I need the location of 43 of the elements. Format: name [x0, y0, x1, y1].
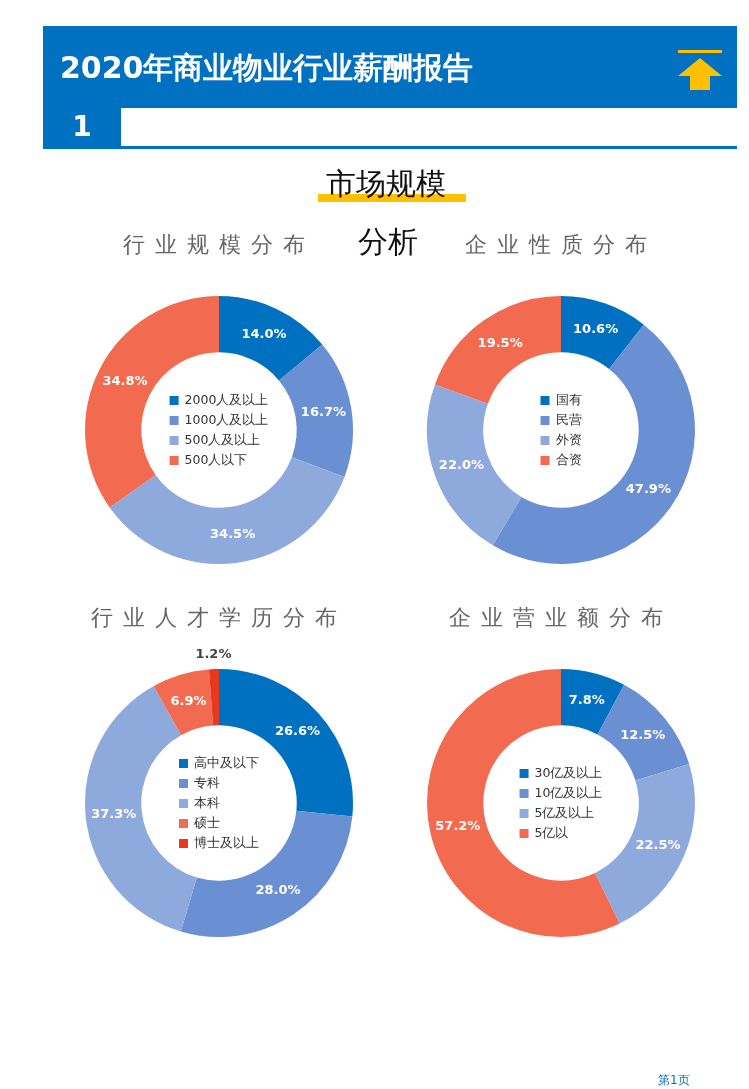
legend-label: 5亿及以上 [534, 804, 595, 822]
legend-label: 合资 [555, 451, 582, 469]
data-label: 19.5% [477, 334, 523, 350]
data-label: 1.2% [195, 646, 232, 662]
text: 2020年商业物业行业薪酬报告 [60, 49, 474, 87]
data-label: 57.2% [435, 818, 481, 834]
data-label: 12.5% [620, 727, 666, 743]
data-label: 14.0% [241, 325, 287, 341]
data-label: 34.5% [210, 526, 256, 542]
data-label: 47.9% [625, 481, 671, 497]
legend-label: 500人以下 [184, 451, 248, 469]
data-label: 16.7% [300, 403, 346, 419]
legend-label: 10亿及以上 [534, 784, 603, 802]
chart-title: 企业性质分布 [465, 232, 657, 257]
text: 1 [71, 110, 93, 143]
legend-label: 民营 [555, 411, 582, 429]
legend-label: 外资 [555, 431, 582, 449]
legend-label: 硕士 [194, 814, 220, 832]
chart-title: 行业人才学历分布 [90, 604, 348, 632]
text: 分析 [358, 223, 418, 261]
legend-label: 1000人及以上 [184, 411, 269, 429]
legend-label: 博士及以上 [194, 834, 259, 852]
data-label: 7.8% [568, 691, 605, 707]
data-label: 26.6% [274, 723, 321, 739]
data-label: 34.8% [102, 372, 148, 388]
legend-label: 本科 [194, 794, 220, 812]
data-label: 22.5% [635, 836, 681, 852]
legend-label: 高中及以下 [194, 754, 259, 772]
legend-label: 5亿以 [534, 824, 569, 842]
legend-label: 2000人及以上 [184, 391, 269, 409]
data-label: 10.6% [573, 321, 619, 337]
chart-title: 行业规模分布 [123, 232, 315, 257]
data-label: 22.0% [438, 457, 484, 473]
text: 第1页 [658, 1072, 690, 1089]
chart-title: 企业营业额分布 [448, 604, 674, 632]
legend-label: 500人及以上 [184, 431, 261, 449]
legend-label: 专科 [194, 774, 220, 792]
data-label: 28.0% [255, 882, 301, 898]
data-label: 37.3% [91, 805, 137, 821]
data-label: 6.9% [170, 693, 207, 708]
legend-label: 30亿及以上 [534, 764, 603, 782]
legend-label: 国有 [555, 391, 582, 409]
text: 市场规模 [326, 165, 446, 203]
